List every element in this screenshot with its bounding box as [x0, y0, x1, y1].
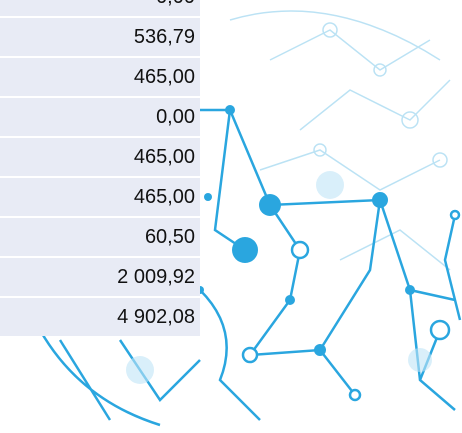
table-cell: 465,00	[0, 58, 200, 96]
table-cell: 465,00	[0, 178, 200, 216]
table-cell: 465,00	[0, 138, 200, 176]
table-cell: 4 902,08	[0, 298, 200, 336]
table-cell: 2 009,92	[0, 258, 200, 296]
page: {"table": {"rows": ["0,00", "536,79", "4…	[0, 0, 462, 433]
table-cell: 0,00	[0, 98, 200, 136]
table-cell: 60,50	[0, 218, 200, 256]
table-cell: 0,00	[0, 0, 200, 16]
table-cell: 536,79	[0, 18, 200, 56]
